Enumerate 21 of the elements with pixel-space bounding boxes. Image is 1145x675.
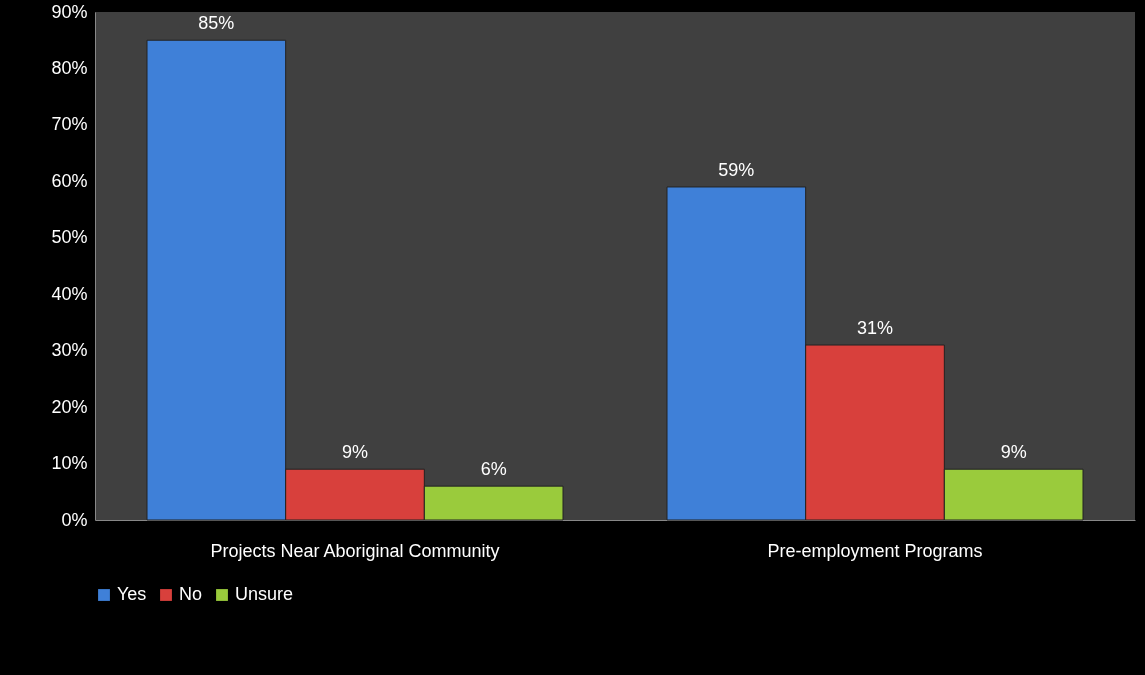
y-tick-label: 40% (51, 283, 88, 304)
y-tick-label: 20% (51, 396, 88, 417)
data-label: 6% (480, 459, 507, 480)
y-tick-label: 70% (51, 114, 88, 135)
y-tick-label: 60% (51, 170, 88, 191)
data-label: 31% (856, 318, 894, 339)
data-label: 9% (1000, 442, 1027, 463)
legend-label: Unsure (235, 584, 294, 604)
data-label: 59% (718, 159, 755, 180)
y-tick-label: 30% (51, 340, 88, 361)
y-tick-label: 90% (51, 1, 88, 22)
y-tick-label: 0% (61, 509, 88, 530)
y-tick-label: 80% (51, 57, 88, 78)
data-label: 9% (341, 442, 369, 463)
legend-label: Yes (117, 584, 147, 604)
x-tick-label: Projects Near Aboriginal Community (210, 540, 500, 561)
y-tick-label: 50% (51, 227, 88, 248)
x-tick-label: Pre-employment Programs (767, 540, 983, 561)
legend-label: No (179, 584, 203, 604)
y-tick-label: 10% (51, 453, 88, 474)
data-label: 85% (198, 13, 235, 34)
